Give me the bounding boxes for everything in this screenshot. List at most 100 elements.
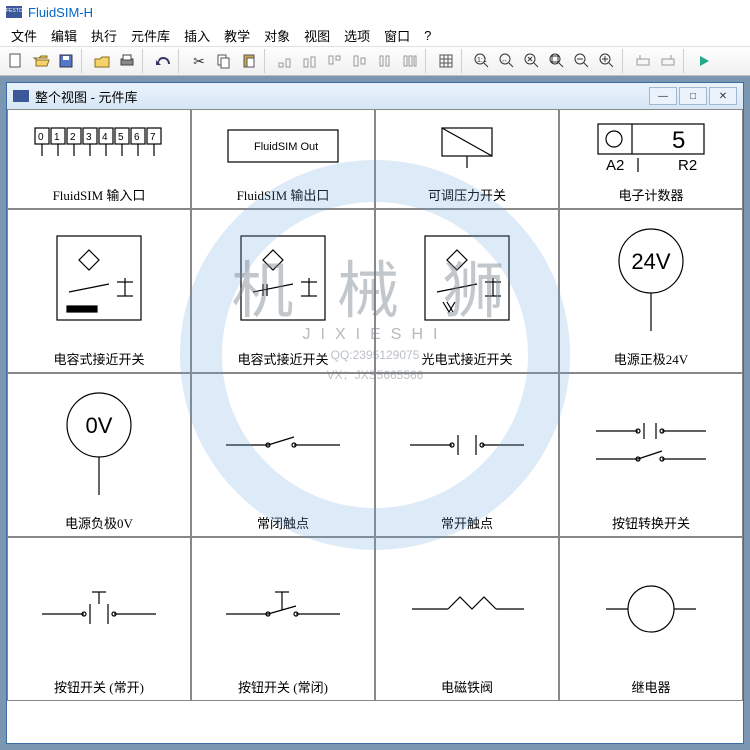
component-label: 常闭触点: [257, 513, 309, 532]
svg-text:FluidSIM Out: FluidSIM Out: [254, 141, 318, 153]
menu-run[interactable]: 执行: [84, 26, 124, 45]
svg-text:4: 4: [102, 132, 108, 143]
open-icon[interactable]: [29, 49, 53, 73]
save-icon[interactable]: [54, 49, 78, 73]
menu-window[interactable]: 窗口: [377, 26, 417, 45]
library-item[interactable]: 按钮开关 (常闭): [191, 537, 375, 701]
component-label: 电磁铁阀: [441, 677, 493, 696]
new-icon[interactable]: [4, 49, 28, 73]
library-item[interactable]: 电容式接近开关: [7, 209, 191, 373]
play-icon[interactable]: [692, 49, 716, 73]
grid-icon[interactable]: [434, 49, 458, 73]
component-symbol: [564, 378, 738, 511]
zoom-in-icon[interactable]: [595, 49, 619, 73]
align5-icon[interactable]: [373, 49, 397, 73]
svg-text:0: 0: [38, 132, 44, 143]
library-item[interactable]: 继电器: [559, 537, 743, 701]
align1-icon[interactable]: [273, 49, 297, 73]
zoom-fit-icon[interactable]: ↔: [495, 49, 519, 73]
component-symbol: [196, 214, 370, 347]
print-icon[interactable]: [115, 49, 139, 73]
menu-teach[interactable]: 教学: [217, 26, 257, 45]
library-item[interactable]: 常闭触点: [191, 373, 375, 537]
svg-text:A2: A2: [606, 157, 624, 174]
component-label: 按钮开关 (常闭): [238, 677, 328, 696]
library-item[interactable]: 常开触点: [375, 373, 559, 537]
component-label: 继电器: [631, 677, 670, 696]
svg-text:↔: ↔: [501, 57, 508, 64]
minimize-button[interactable]: —: [649, 87, 677, 105]
maximize-button[interactable]: □: [679, 87, 707, 105]
sim1-icon[interactable]: [631, 49, 655, 73]
library-item[interactable]: 0V 电源负极0V: [7, 373, 191, 537]
component-label: 常开触点: [441, 513, 493, 532]
library-item[interactable]: 01234567FluidSIM 输入口: [7, 109, 191, 209]
toolbar: ✂ 1:1 ↔: [0, 46, 750, 76]
component-symbol: [196, 542, 370, 675]
library-item[interactable]: FluidSIM Out FluidSIM 输出口: [191, 109, 375, 209]
component-label: FluidSIM 输入口: [53, 185, 146, 204]
menu-library[interactable]: 元件库: [124, 26, 177, 45]
align4-icon[interactable]: [348, 49, 372, 73]
svg-text:24V: 24V: [631, 249, 670, 274]
component-symbol: [12, 214, 186, 347]
library-item[interactable]: 可调压力开关: [375, 109, 559, 209]
svg-text:6: 6: [134, 132, 140, 143]
menu-view[interactable]: 视图: [297, 26, 337, 45]
svg-text:5: 5: [118, 132, 124, 143]
library-item[interactable]: 按钮转换开关: [559, 373, 743, 537]
zoom-area-icon[interactable]: [545, 49, 569, 73]
zoom-1-icon[interactable]: 1:1: [470, 49, 494, 73]
component-label: 电子计数器: [618, 185, 683, 204]
align6-icon[interactable]: [398, 49, 422, 73]
app-titlebar: FluidSIM-H: [0, 0, 750, 24]
copy-icon[interactable]: [212, 49, 236, 73]
undo-icon[interactable]: [151, 49, 175, 73]
library-item[interactable]: 24V 电源正极24V: [559, 209, 743, 373]
sim2-icon[interactable]: [656, 49, 680, 73]
menu-object[interactable]: 对象: [257, 26, 297, 45]
mdi-workarea: 整个视图 - 元件库 — □ ✕ 01234567FluidSIM 输入口Flu…: [0, 76, 750, 750]
component-symbol: [564, 542, 738, 675]
component-symbol: [196, 378, 370, 511]
menu-edit[interactable]: 编辑: [44, 26, 84, 45]
cut-icon[interactable]: ✂: [187, 49, 211, 73]
svg-text:0V: 0V: [86, 413, 113, 438]
component-label: 电容式接近开关: [237, 349, 328, 368]
app-logo-icon: [6, 6, 22, 18]
library-grid: 01234567FluidSIM 输入口FluidSIM OutFluidSIM…: [7, 109, 743, 743]
folder-icon[interactable]: [90, 49, 114, 73]
component-symbol: [12, 542, 186, 675]
align3-icon[interactable]: [323, 49, 347, 73]
menu-help[interactable]: ?: [417, 28, 438, 43]
paste-icon[interactable]: [237, 49, 261, 73]
svg-text:1:1: 1:1: [477, 57, 487, 64]
component-symbol: 5A2R2: [564, 114, 738, 183]
component-label: 按钮转换开关: [612, 513, 690, 532]
component-symbol: FluidSIM Out: [196, 114, 370, 183]
child-window: 整个视图 - 元件库 — □ ✕ 01234567FluidSIM 输入口Flu…: [6, 82, 744, 744]
component-label: 电源正极24V: [614, 349, 688, 368]
component-label: 光电式接近开关: [421, 349, 512, 368]
component-symbol: [380, 542, 554, 675]
svg-text:3: 3: [86, 132, 92, 143]
library-item[interactable]: 5A2R2电子计数器: [559, 109, 743, 209]
component-label: FluidSIM 输出口: [237, 185, 330, 204]
close-button[interactable]: ✕: [709, 87, 737, 105]
svg-text:R2: R2: [678, 157, 697, 174]
menu-file[interactable]: 文件: [4, 26, 44, 45]
component-symbol: 0V: [12, 378, 186, 511]
app-title: FluidSIM-H: [28, 5, 93, 20]
menu-insert[interactable]: 插入: [177, 26, 217, 45]
library-item[interactable]: 电容式接近开关: [191, 209, 375, 373]
library-item[interactable]: 光电式接近开关: [375, 209, 559, 373]
align2-icon[interactable]: [298, 49, 322, 73]
menu-options[interactable]: 选项: [337, 26, 377, 45]
zoom-out-icon[interactable]: [570, 49, 594, 73]
child-titlebar: 整个视图 - 元件库 — □ ✕: [7, 83, 743, 109]
zoom-prev-icon[interactable]: [520, 49, 544, 73]
component-label: 电源负极0V: [65, 513, 133, 532]
component-label: 可调压力开关: [428, 185, 506, 204]
library-item[interactable]: 按钮开关 (常开): [7, 537, 191, 701]
library-item[interactable]: 电磁铁阀: [375, 537, 559, 701]
